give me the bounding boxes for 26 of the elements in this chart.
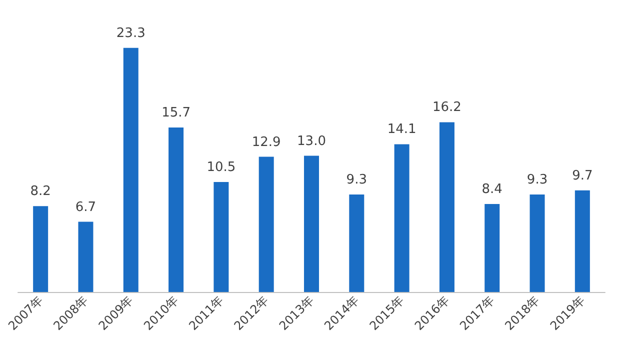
data-label: 9.3 [346,172,367,188]
bar [394,144,410,292]
bar [530,194,545,292]
bar [214,182,229,292]
data-label: 14.1 [387,122,416,138]
bar [574,190,590,292]
bar [33,206,48,292]
bar [304,156,319,292]
bar [258,156,274,292]
data-label: 8.4 [482,182,502,197]
bar [78,222,94,292]
data-label: 10.5 [206,160,236,175]
data-label: 23.3 [116,26,146,41]
bar [349,194,364,292]
data-label: 8.2 [30,184,51,200]
bar [168,127,184,292]
data-label: 12.9 [252,134,281,150]
data-label: 6.7 [75,200,96,215]
bar [439,122,454,292]
data-label: 15.7 [162,105,191,120]
data-label: 13.0 [297,134,326,149]
data-label: 16.2 [432,100,462,116]
bar [484,204,500,292]
data-label: 9.3 [526,172,548,188]
data-label: 9.7 [572,168,593,184]
bar [123,48,138,292]
